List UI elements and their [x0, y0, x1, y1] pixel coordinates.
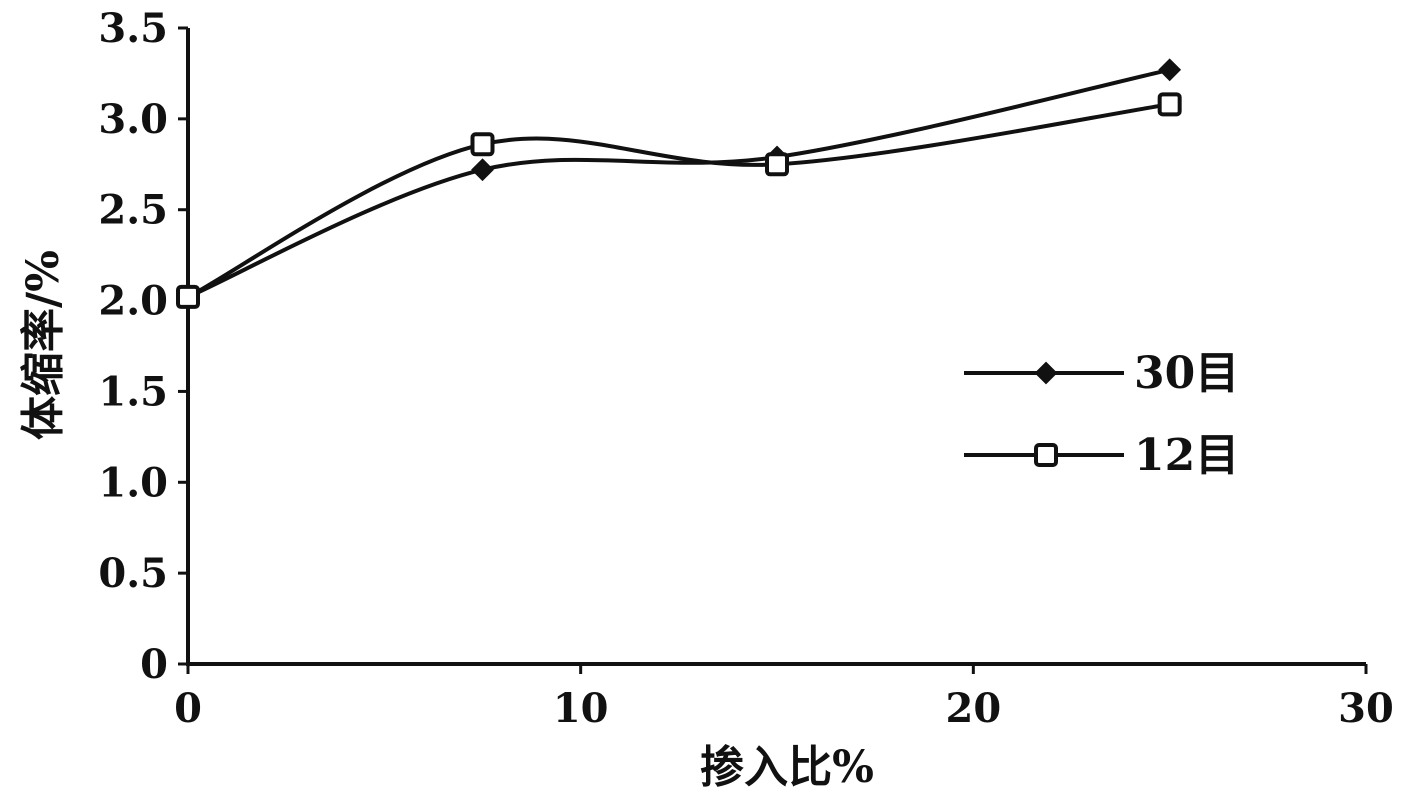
- y-tick-label: 1.0: [98, 459, 168, 506]
- legend-marker-1: [1034, 361, 1058, 385]
- legend-label-1: 30目: [1134, 348, 1239, 399]
- series-layer: [176, 58, 1182, 309]
- data-point-2: [765, 152, 789, 177]
- legend-marker-2: [1034, 443, 1058, 467]
- data-point-2: [176, 284, 200, 309]
- y-tick-label: 3.0: [98, 96, 168, 143]
- series-line-2: [187, 102, 1170, 299]
- y-tick-label: 2.0: [98, 278, 168, 325]
- y-tick-label: 3.5: [98, 5, 168, 52]
- legend-label-2: 12目: [1134, 430, 1239, 481]
- x-tick-label: 10: [553, 685, 609, 732]
- y-tick-label: 0.5: [98, 550, 168, 597]
- y-tick-label: 0: [140, 641, 168, 688]
- data-point-2: [470, 132, 495, 157]
- data-point-1: [1158, 58, 1182, 82]
- series-line-1: [187, 67, 1171, 299]
- y-axis-title: 体缩率/%: [18, 250, 69, 440]
- y-tick-label: 2.5: [98, 187, 168, 234]
- x-axis-title: 掺入比%: [700, 742, 874, 793]
- axes: [186, 28, 1366, 666]
- ticks: 0 0.5 1.0 1.5 2.0 2.5 3.0 3.5 0 10 20 30: [98, 5, 1393, 732]
- y-tick-label: 1.5: [98, 368, 168, 415]
- data-point-1: [471, 158, 494, 182]
- data-point-2: [1157, 92, 1182, 117]
- x-tick-label: 0: [174, 685, 202, 732]
- x-tick-label: 20: [945, 685, 1001, 732]
- legend: 30目 12目: [964, 348, 1239, 481]
- x-tick-label: 30: [1338, 685, 1394, 732]
